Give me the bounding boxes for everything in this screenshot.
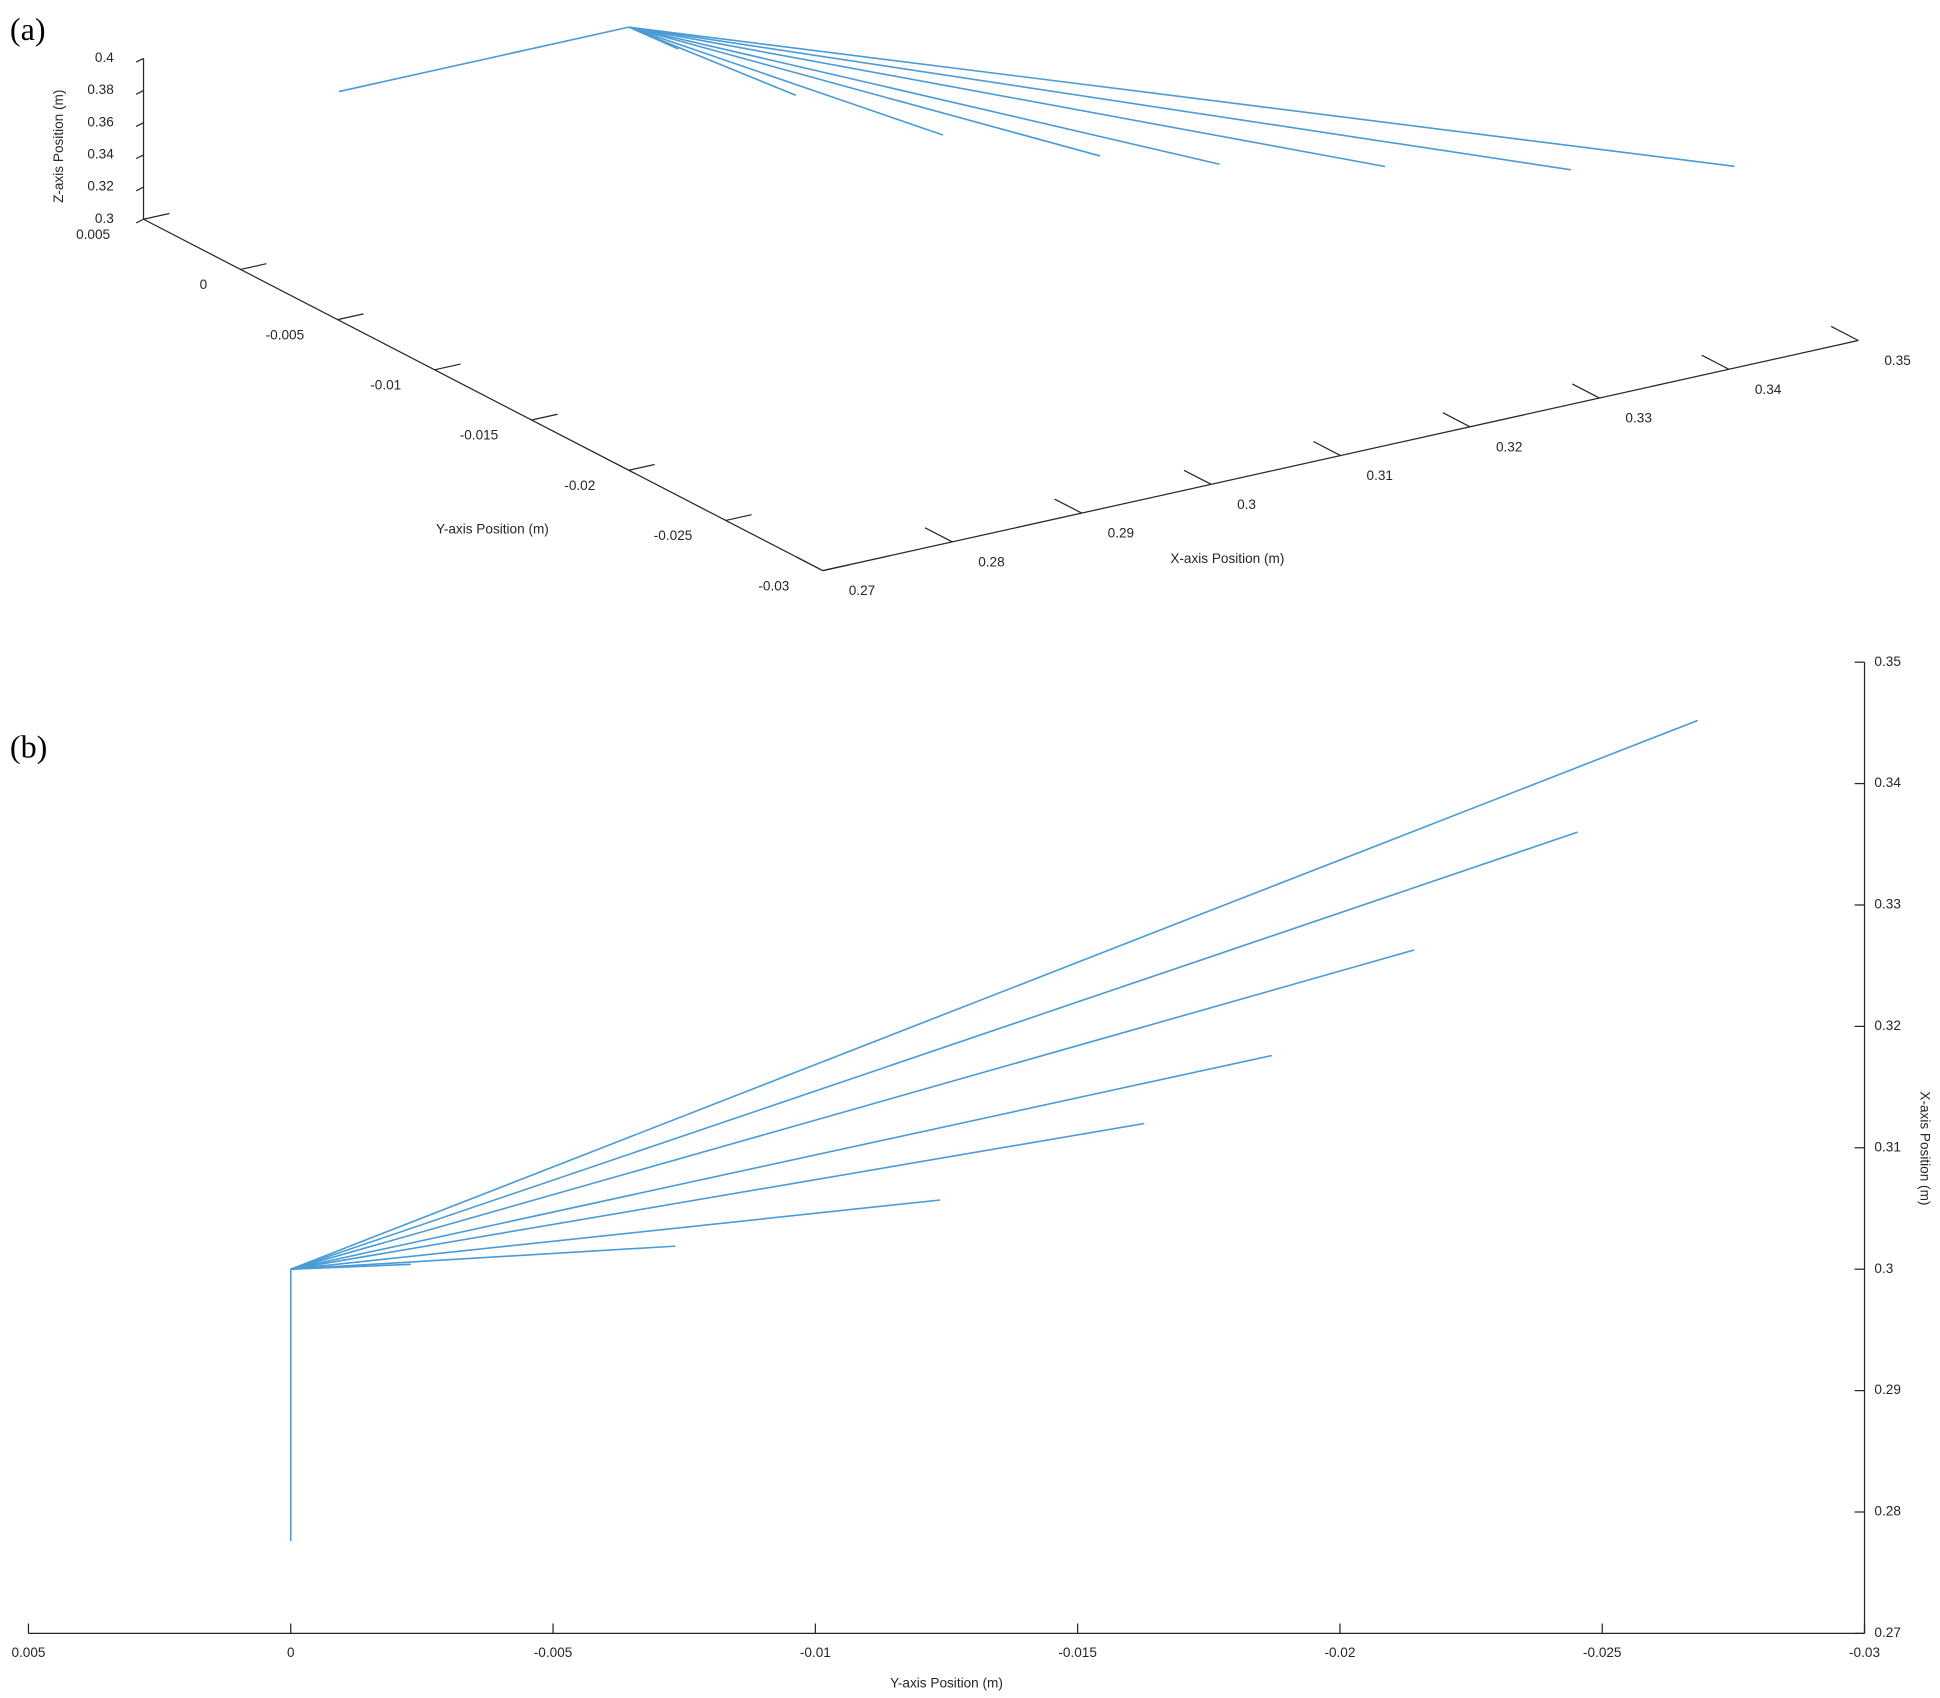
x-tick [1183, 469, 1212, 485]
y-tick-label: 0.32 [1874, 1018, 1900, 1033]
y-tick-label: 0.27 [1874, 1625, 1900, 1640]
y-tick-label: -0.01 [370, 378, 401, 393]
y-tick [434, 363, 461, 371]
line-series [290, 1054, 1272, 1270]
z-tick-label: 0.34 [87, 146, 114, 161]
z-tick [135, 218, 144, 224]
line-series [628, 26, 944, 136]
x-tick-label: 0.31 [1367, 468, 1393, 483]
axis-line [822, 339, 1859, 572]
z-tick [135, 57, 144, 63]
x-tick-label: -0.015 [1058, 1645, 1097, 1660]
line-series [290, 949, 1415, 1270]
y-tick [240, 263, 267, 271]
panel-label: (b) [10, 728, 48, 764]
line-series [628, 26, 1220, 166]
z-tick [135, 90, 144, 95]
y-tick-label: 0.005 [76, 227, 110, 242]
x-tick-label: -0.005 [534, 1645, 573, 1660]
line-series [628, 26, 1101, 157]
line-series [628, 26, 1386, 168]
line-series [290, 1245, 676, 1271]
y-axis-label: Y-axis Position (m) [436, 521, 549, 536]
z-tick-label: 0.3 [95, 211, 114, 226]
panel-label: (a) [10, 11, 46, 47]
line-series [290, 831, 1578, 1270]
line-series [628, 26, 1572, 171]
x-tick-label: -0.025 [1583, 1645, 1622, 1660]
y-tick-label: 0.29 [1874, 1382, 1900, 1397]
x-tick-label: -0.01 [800, 1645, 831, 1660]
x-tick [1830, 325, 1859, 342]
line-series [290, 1199, 941, 1271]
x-tick [1571, 383, 1600, 399]
z-tick [135, 186, 144, 192]
x-tick [795, 556, 824, 572]
y-tick [531, 413, 558, 421]
x-tick-label: 0.34 [1755, 382, 1782, 397]
line-series [290, 719, 1699, 1270]
y-tick-label: -0.005 [266, 327, 305, 342]
x-tick [1054, 498, 1082, 514]
y-tick-label: 0.35 [1874, 654, 1900, 669]
y-tick-label: -0.015 [460, 428, 499, 443]
y-tick-label: 0.3 [1874, 1261, 1893, 1276]
z-axis-label: Z-axis Position (m) [51, 90, 66, 203]
x-tick-label: 0.005 [11, 1645, 45, 1660]
x-tick-label: 0.3 [1237, 497, 1256, 512]
y-tick [822, 564, 849, 572]
z-tick [135, 122, 144, 128]
y-tick [628, 463, 655, 471]
y-tick-label: 0.31 [1874, 1139, 1900, 1154]
y-tick [337, 313, 364, 321]
y-tick-label: -0.03 [758, 578, 789, 593]
line-series [290, 1122, 1145, 1270]
y-tick-label: 0 [200, 277, 208, 292]
x-tick-label: 0.27 [849, 583, 875, 598]
x-tick-label: 0.33 [1625, 411, 1651, 426]
x-tick-label: 0.35 [1884, 353, 1910, 368]
y-tick-label: 0.28 [1874, 1504, 1900, 1519]
y-axis-label: X-axis Position (m) [1917, 1091, 1932, 1205]
y-tick-label: -0.02 [564, 478, 595, 493]
x-axis-label: X-axis Position (m) [1170, 551, 1284, 566]
x-tick [924, 527, 953, 543]
z-tick-label: 0.4 [95, 50, 114, 65]
x-tick-label: 0.28 [978, 554, 1004, 569]
y-tick-label: 0.34 [1874, 775, 1901, 790]
y-tick-label: 0.33 [1874, 897, 1900, 912]
line-series [628, 26, 797, 96]
x-tick [1701, 354, 1730, 370]
y-tick-label: -0.025 [654, 528, 693, 543]
z-tick-label: 0.32 [87, 179, 113, 194]
x-tick-label: 0.29 [1108, 526, 1134, 541]
x-tick-label: -0.02 [1324, 1645, 1355, 1660]
x-axis-label: Y-axis Position (m) [890, 1676, 1003, 1691]
x-tick-label: 0 [287, 1645, 295, 1660]
line-series [338, 26, 630, 93]
axis-line [143, 218, 824, 572]
x-tick-label: 0.32 [1496, 439, 1522, 454]
z-tick-label: 0.36 [87, 114, 113, 129]
y-tick [725, 514, 752, 522]
x-tick [1442, 412, 1471, 428]
line-series [628, 26, 1735, 168]
y-tick [143, 212, 170, 220]
x-tick-label: -0.03 [1849, 1645, 1880, 1660]
x-tick [1313, 440, 1341, 457]
z-tick [135, 154, 144, 160]
z-tick-label: 0.38 [87, 82, 113, 97]
